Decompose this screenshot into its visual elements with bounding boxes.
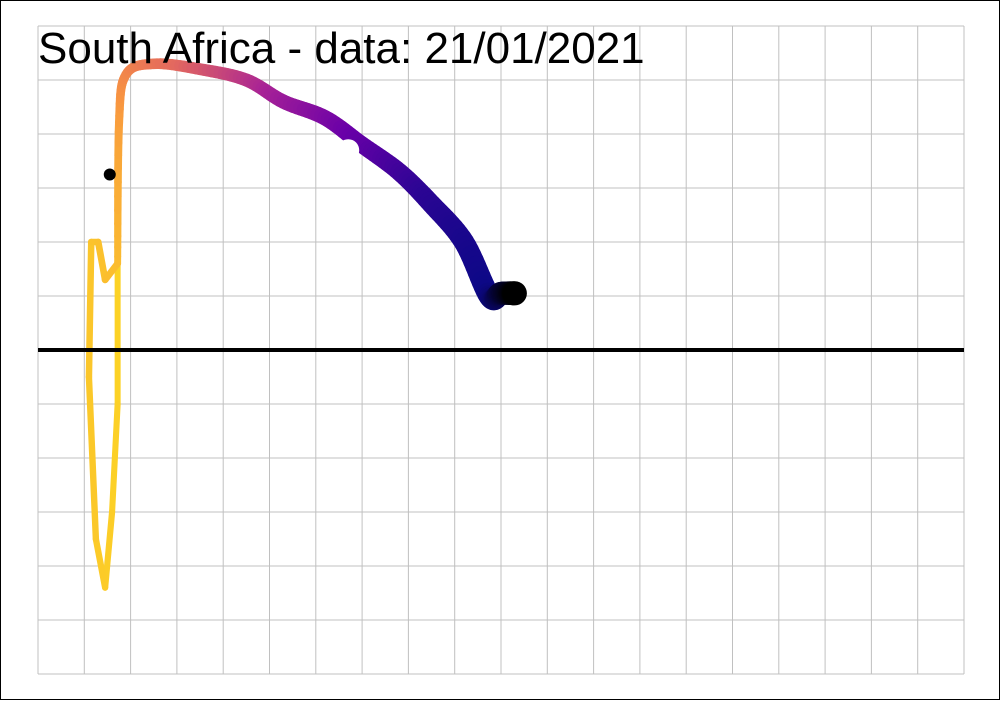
trajectory-segment: [96, 539, 105, 588]
trajectory-marker: [104, 169, 116, 181]
trajectory-marker: [337, 139, 359, 161]
trajectory-segment: [89, 242, 91, 377]
chart-title: South Africa - data: 21/01/2021: [38, 27, 645, 71]
trajectory-segment: [112, 404, 118, 512]
trajectory-segment: [89, 377, 96, 539]
trajectory-segment: [98, 242, 105, 280]
